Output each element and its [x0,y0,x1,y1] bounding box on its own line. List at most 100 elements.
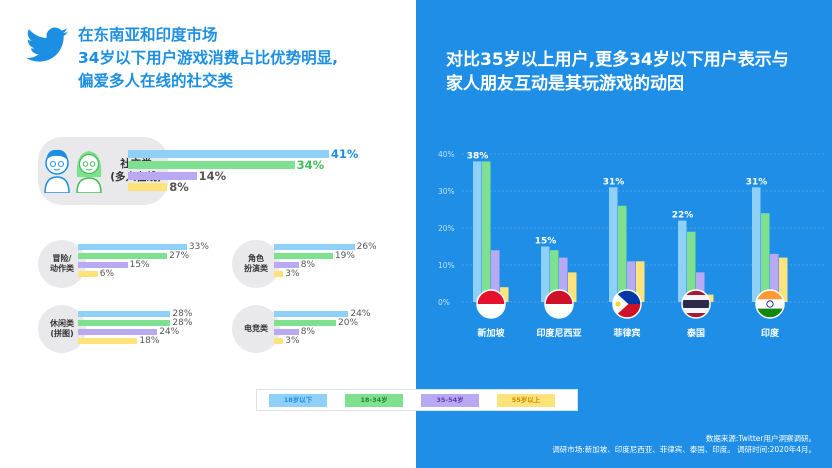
singapore-flag-icon [476,289,506,319]
legend-item-55-up: 55岁以上 [497,394,555,407]
hbar-1-3 [78,271,98,277]
category-label-casual-line2: (拼图) [50,329,74,338]
legend: 18岁以下 18-34岁 35-54岁 55岁以上 [256,389,578,411]
hbar-label-3-0: 28% [172,309,193,319]
category-label-casual-line1: 休闲类 [50,319,74,328]
hbar-label-2-2: 8% [300,260,316,270]
category-pill-esports [232,305,280,353]
hbar-label-0-0: 41% [330,147,359,161]
left-title-line1: 在东南亚和印度市场 [78,26,218,44]
legend-item-under-18: 18岁以下 [269,394,327,407]
vbar-0-3 [500,287,509,302]
hbar-1-0 [78,244,187,250]
right-title-line2: 家人朋友互动是其玩游戏的动因 [446,74,684,94]
vbar-2-0 [609,187,618,302]
hbar-label-4-1: 20% [338,318,359,328]
hbar-4-1 [274,320,336,326]
vbar-top-label-1: 15% [535,237,557,247]
source-line2: 调研市场:新加坡、印度尼西亚、菲律宾、泰国、印度。 调研时间:2020年4月。 [552,445,816,454]
hbar-0-2 [128,172,197,180]
category-label-roleplay: 角色 扮演类 [232,254,280,274]
vbar-1-0 [541,246,550,302]
hbar-0-1 [128,161,295,169]
vbar-4-1 [761,213,770,302]
vbar-4-0 [752,187,761,302]
country-label-1: 印度尼西亚 [536,327,581,339]
right-title: 对比35岁以上用户,更多34岁以下用户表示与 家人朋友互动是其玩游戏的动因 [446,48,826,96]
vbar-2-2 [627,261,636,302]
hbar-label-2-0: 26% [356,242,377,252]
y-tick-label-2: 20% [438,224,455,233]
hbar-label-1-2: 15% [129,260,150,270]
hbar-label-4-2: 8% [300,327,316,337]
vbar-4-2 [770,253,779,302]
vbar-1-1 [550,250,559,302]
category-label-esports: 电竞类 [232,324,280,334]
y-tick-label-4: 40% [438,150,455,159]
category-label-esports-line1: 电竞类 [244,324,268,333]
hbar-label-3-3: 18% [139,336,160,346]
category-label-adventure-line1: 冒险/ [52,254,72,263]
hbar-3-0 [78,311,171,317]
hbar-label-3-1: 28% [172,318,193,328]
hbar-label-1-1: 27% [169,251,190,261]
category-label-roleplay-line2: 扮演类 [244,264,268,273]
hbar-label-4-3: 3% [285,336,300,346]
hbar-2-2 [274,262,299,268]
country-label-0: 新加坡 [477,327,505,339]
country-label-4: 印度 [761,327,780,339]
twitter-bird-icon [26,27,68,62]
country-label-2: 菲律宾 [613,327,640,339]
vbar-1-2 [559,257,568,302]
hbar-label-2-1: 19% [334,251,355,261]
hbar-4-2 [274,329,299,335]
vbar-3-2 [696,272,705,302]
vbar-2-1 [618,205,627,302]
country-label-3: 泰国 [686,327,705,339]
category-label-roleplay-line1: 角色 [248,254,264,263]
hbar-2-1 [274,253,333,259]
hbar-4-3 [274,338,284,344]
right-title-line1: 对比35岁以上用户,更多34岁以下用户表示与 [446,50,789,70]
hbar-4-0 [274,311,349,317]
hbar-3-3 [78,338,138,344]
legend-item-35-54: 35-54岁 [421,394,479,407]
vbar-top-label-3: 22% [672,211,694,221]
hbar-label-0-1: 34% [296,158,325,172]
hbar-label-1-3: 6% [99,269,115,279]
hbar-label-2-3: 3% [285,269,300,279]
y-tick-label-1: 10% [438,261,455,270]
vbar-4-3 [779,257,788,302]
india-flag-icon [755,289,785,319]
left-title: 在东南亚和印度市场 34岁以下用户游戏消费占比优势明显, 偏爱多人在线的社交类 [78,24,408,93]
category-pill-roleplay [232,240,280,288]
category-label-adventure: 冒险/ 动作类 [38,254,86,274]
avatar-boy-icon [44,149,70,193]
philippines-flag-icon [612,289,642,319]
hbar-3-2 [78,329,158,335]
source-note: 数据来源:Twitter用户洞察调研。 调研市场:新加坡、印度尼西亚、菲律宾、泰… [552,433,816,455]
category-label-casual: 休闲类 (拼图) [38,319,86,339]
hbar-label-0-2: 14% [198,169,227,183]
left-title-line3: 偏爱多人在线的社交类 [78,72,234,90]
vbar-3-0 [678,220,687,302]
vbar-top-label-4: 31% [746,177,768,187]
vbar-3-1 [687,231,696,302]
category-label-adventure-line2: 动作类 [50,264,74,273]
legend-item-18-34: 18-34岁 [345,394,403,407]
hbar-1-1 [78,253,168,259]
vbar-top-label-0: 38% [467,151,489,161]
vbar-0-2 [491,250,500,302]
source-line1: 数据来源:Twitter用户洞察调研。 [705,434,816,443]
hbar-2-3 [274,271,284,277]
hbar-3-1 [78,320,171,326]
left-panel: 在东南亚和印度市场 34岁以下用户游戏消费占比优势明显, 偏爱多人在线的社交类 … [26,24,408,353]
country-bar-chart: 0% 10% 20% 30% 40% 38% 新加坡 15% 印度尼西亚 31% 菲律宾 22% 泰国 3… [438,150,826,339]
vbar-top-label-2: 31% [603,177,625,187]
vbar-2-3 [636,261,645,302]
indonesia-flag-icon [544,289,574,319]
hbar-label-4-0: 24% [350,309,371,319]
left-title-line2: 34岁以下用户游戏消费占比优势明显, [78,49,338,67]
avatar-girl-icon [76,151,102,193]
hbar-0-3 [128,183,168,191]
